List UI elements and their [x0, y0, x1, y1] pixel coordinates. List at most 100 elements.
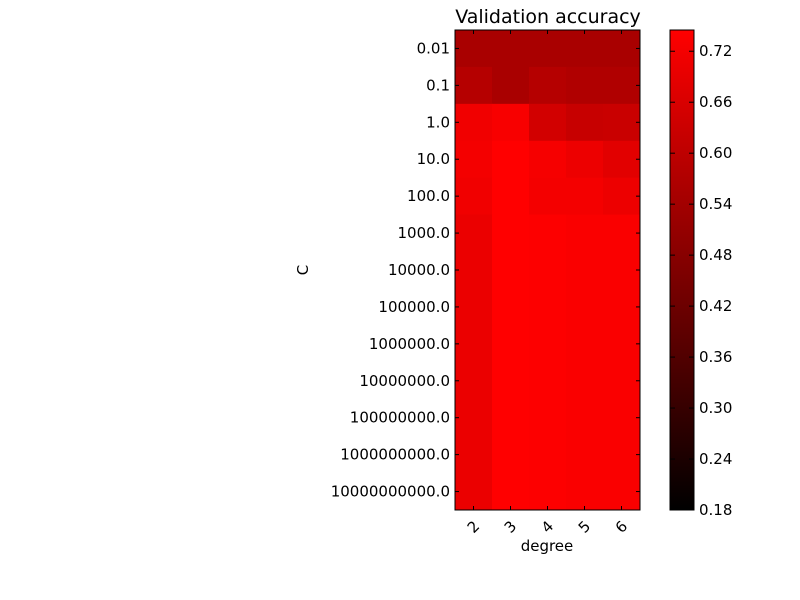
heatmap-cell: [455, 362, 493, 400]
y-axis-label: C: [294, 265, 312, 275]
heatmap-cell: [529, 399, 567, 437]
heatmap-cell: [492, 362, 530, 400]
heatmap-cell: [455, 436, 493, 474]
heatmap-cell: [492, 325, 530, 363]
heatmap-cell: [529, 251, 567, 289]
y-tick-label: 1000000000.0: [340, 446, 450, 464]
colorbar-tick-label: 0.36: [699, 348, 732, 366]
heatmap-cell: [603, 66, 641, 105]
heatmap-cell: [492, 66, 530, 105]
heatmap-cell: [566, 362, 604, 400]
x-tick-label: 6: [612, 517, 631, 536]
heatmap-cell: [492, 140, 530, 179]
heatmap-cell: [529, 325, 567, 363]
heatmap-cell: [566, 66, 604, 105]
heatmap-cell: [455, 288, 493, 326]
heatmap-cell: [566, 436, 604, 474]
heatmap-cell: [492, 436, 530, 474]
heatmap-cell: [455, 473, 493, 511]
y-tick-label: 1000000.0: [369, 335, 450, 353]
heatmap-cell: [529, 362, 567, 400]
heatmap-cell: [603, 473, 641, 511]
heatmap-cell: [566, 214, 604, 253]
heatmap-cell: [603, 140, 641, 179]
heatmap-cell: [603, 399, 641, 437]
heatmap-cell: [492, 473, 530, 511]
y-tick-label: 0.01: [417, 39, 450, 57]
heatmap-cell: [566, 473, 604, 511]
colorbar-tick-label: 0.72: [699, 42, 732, 60]
heatmap-cell: [603, 103, 641, 142]
heatmap-cell: [492, 214, 530, 253]
colorbar-ticks: 0.18 0.24 0.30 0.36 0.42 0.48 0.54 0.60 0.66 0.72: [670, 42, 732, 519]
y-tick-label: 0.1: [426, 76, 450, 94]
heatmap-cell: [529, 30, 567, 68]
heatmap-cell: [455, 140, 493, 179]
heatmap-cell: [455, 251, 493, 289]
heatmap-cell: [455, 214, 493, 253]
colorbar: [669, 29, 695, 511]
heatmap-cell: [492, 288, 530, 326]
heatmap-cell: [529, 140, 567, 179]
heatmap-cell: [529, 436, 567, 474]
heatmap-cell: [492, 103, 530, 142]
heatmap-cell: [603, 325, 641, 363]
heatmap-cell: [455, 66, 493, 105]
heatmap-cell: [492, 30, 530, 68]
colorbar-tick-label: 0.66: [699, 93, 732, 111]
x-tick-label: 4: [538, 517, 557, 536]
heatmap-cell: [603, 251, 641, 289]
heatmap-cell: [566, 177, 604, 216]
heatmap-cell: [603, 288, 641, 326]
heatmap-cell: [603, 214, 641, 253]
y-tick-label: 1000.0: [398, 224, 451, 242]
y-tick-label: 10.0: [417, 150, 450, 168]
heatmap-cell: [455, 177, 493, 216]
heatmap-cell: [566, 103, 604, 142]
colorbar-tick-label: 0.24: [699, 450, 732, 468]
heatmap-cell: [455, 103, 493, 142]
heatmap-cell: [455, 399, 493, 437]
heatmap-cell: [492, 251, 530, 289]
colorbar-tick-label: 0.48: [699, 246, 732, 264]
heatmap-cell: [566, 325, 604, 363]
x-axis-label: degree: [521, 537, 574, 555]
heatmap-cell: [529, 66, 567, 105]
heatmap-cell: [603, 436, 641, 474]
y-tick-label: 10000.0: [388, 261, 450, 279]
colorbar-tick-label: 0.18: [699, 501, 732, 519]
colorbar-tick-label: 0.60: [699, 144, 732, 162]
colorbar-tick-label: 0.30: [699, 399, 732, 417]
y-tick-label: 100.0: [407, 187, 450, 205]
heatmap-cell: [529, 177, 567, 216]
heatmap-cell: [455, 30, 493, 68]
heatmap-cell: [603, 177, 641, 216]
y-tick-label: 1.0: [426, 113, 450, 131]
x-tick-label: 3: [501, 517, 520, 536]
y-tick-label: 100000000.0: [350, 409, 450, 427]
heatmap-cell: [566, 30, 604, 68]
heatmap-cell: [529, 288, 567, 326]
chart-title: Validation accuracy: [455, 6, 641, 28]
colorbar-tick-label: 0.42: [699, 297, 732, 315]
colorbar-tick-label: 0.54: [699, 195, 732, 213]
heatmap-cell: [455, 325, 493, 363]
heatmap-cell: [566, 140, 604, 179]
y-tick-label: 10000000.0: [359, 372, 450, 390]
heatmap-cell: [529, 103, 567, 142]
y-tick-label: 10000000000.0: [331, 483, 450, 501]
x-tick-label: 5: [575, 517, 594, 536]
y-tick-label: 100000.0: [378, 298, 450, 316]
heatmap-cell: [529, 473, 567, 511]
heatmap-cell: [603, 30, 641, 68]
heatmap-cell: [492, 399, 530, 437]
heatmap-cell: [492, 177, 530, 216]
heatmap-cell: [529, 214, 567, 253]
heatmap-cell: [566, 251, 604, 289]
y-axis-ticks: 0.01 0.1 1.0 10.0 100.0 1000.0 10000.0 100000.0…: [331, 39, 640, 501]
heatmap-cell: [603, 362, 641, 400]
x-tick-label: 2: [464, 517, 483, 536]
heatmap-cell: [566, 288, 604, 326]
heatmap-cells: [455, 30, 641, 511]
heatmap-cell: [566, 399, 604, 437]
